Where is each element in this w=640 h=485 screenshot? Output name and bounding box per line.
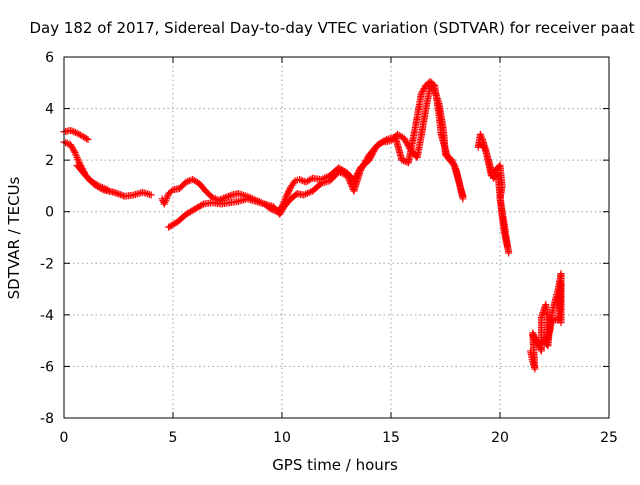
data-point [184, 177, 192, 185]
y-tick-label: 4 [45, 102, 54, 118]
data-point [160, 200, 168, 208]
data-point [344, 173, 352, 181]
y-tick-label: -8 [40, 411, 54, 427]
data-point [162, 197, 170, 205]
data-point [147, 191, 155, 199]
data-point [72, 150, 80, 158]
axes-layer: 0 5 10 15 20 25 -8 -6 -4 -2 0 2 4 6 [40, 50, 618, 446]
x-tick-label: 5 [169, 430, 178, 446]
data-point [478, 134, 486, 142]
data-point [70, 147, 78, 155]
data-point [70, 128, 78, 136]
data-point [162, 195, 170, 203]
data-point [161, 198, 169, 206]
x-tick-label: 0 [60, 430, 69, 446]
data-point [398, 156, 406, 164]
data-point [346, 178, 354, 186]
data-point [476, 130, 484, 138]
data-point [83, 135, 91, 143]
data-point [225, 192, 233, 200]
data-point [62, 139, 70, 147]
data-point [477, 132, 485, 140]
data-point [67, 126, 75, 134]
data-point [557, 280, 565, 288]
data-point [72, 152, 80, 160]
data-point [284, 189, 292, 197]
y-tick-label: 6 [45, 50, 54, 66]
data-point [73, 154, 81, 162]
data-point [297, 176, 305, 184]
data-point [316, 180, 324, 188]
data-point [218, 195, 226, 203]
x-axis-label: GPS time / hours [272, 456, 398, 474]
data-point [345, 175, 353, 183]
points-layer [60, 77, 565, 373]
data-point [285, 188, 293, 196]
data-point [221, 194, 229, 202]
x-tick-label: 20 [491, 430, 509, 446]
y-axis-label: SDTVAR / TECUs [5, 176, 23, 299]
x-tick-label: 15 [382, 430, 400, 446]
data-point [295, 175, 303, 183]
data-point [104, 186, 112, 194]
y-tick-label: -2 [40, 256, 54, 272]
plot-frame [63, 56, 610, 419]
data-point [84, 136, 92, 144]
data-point [220, 194, 228, 202]
data-point [343, 172, 351, 180]
y-tick-label: -6 [40, 359, 54, 375]
data-point [226, 192, 234, 200]
data-point [283, 191, 291, 199]
data-point [505, 249, 513, 257]
data-point [282, 192, 290, 200]
data-point [168, 187, 176, 195]
data-point [182, 178, 190, 186]
data-point [459, 195, 467, 203]
y-tick-label: 2 [45, 153, 54, 169]
data-point [381, 136, 389, 144]
x-tick-label: 10 [273, 430, 291, 446]
data-point [74, 155, 82, 163]
data-point [71, 148, 79, 156]
grid-layer [64, 57, 609, 418]
data-point [429, 80, 437, 88]
data-point [223, 193, 231, 201]
data-point [71, 128, 79, 136]
data-point [63, 139, 71, 147]
data-point [163, 193, 171, 201]
data-point [345, 176, 353, 184]
data-point [504, 244, 512, 252]
data-point [93, 181, 101, 189]
y-tick-label: -4 [40, 308, 54, 324]
chart-title: Day 182 of 2017, Sidereal Day-to-day VTE… [29, 19, 634, 37]
data-point [198, 201, 206, 209]
x-tick-label: 25 [600, 430, 618, 446]
data-point [68, 127, 76, 135]
data-point [285, 186, 293, 194]
y-tick-label: 0 [45, 205, 54, 221]
